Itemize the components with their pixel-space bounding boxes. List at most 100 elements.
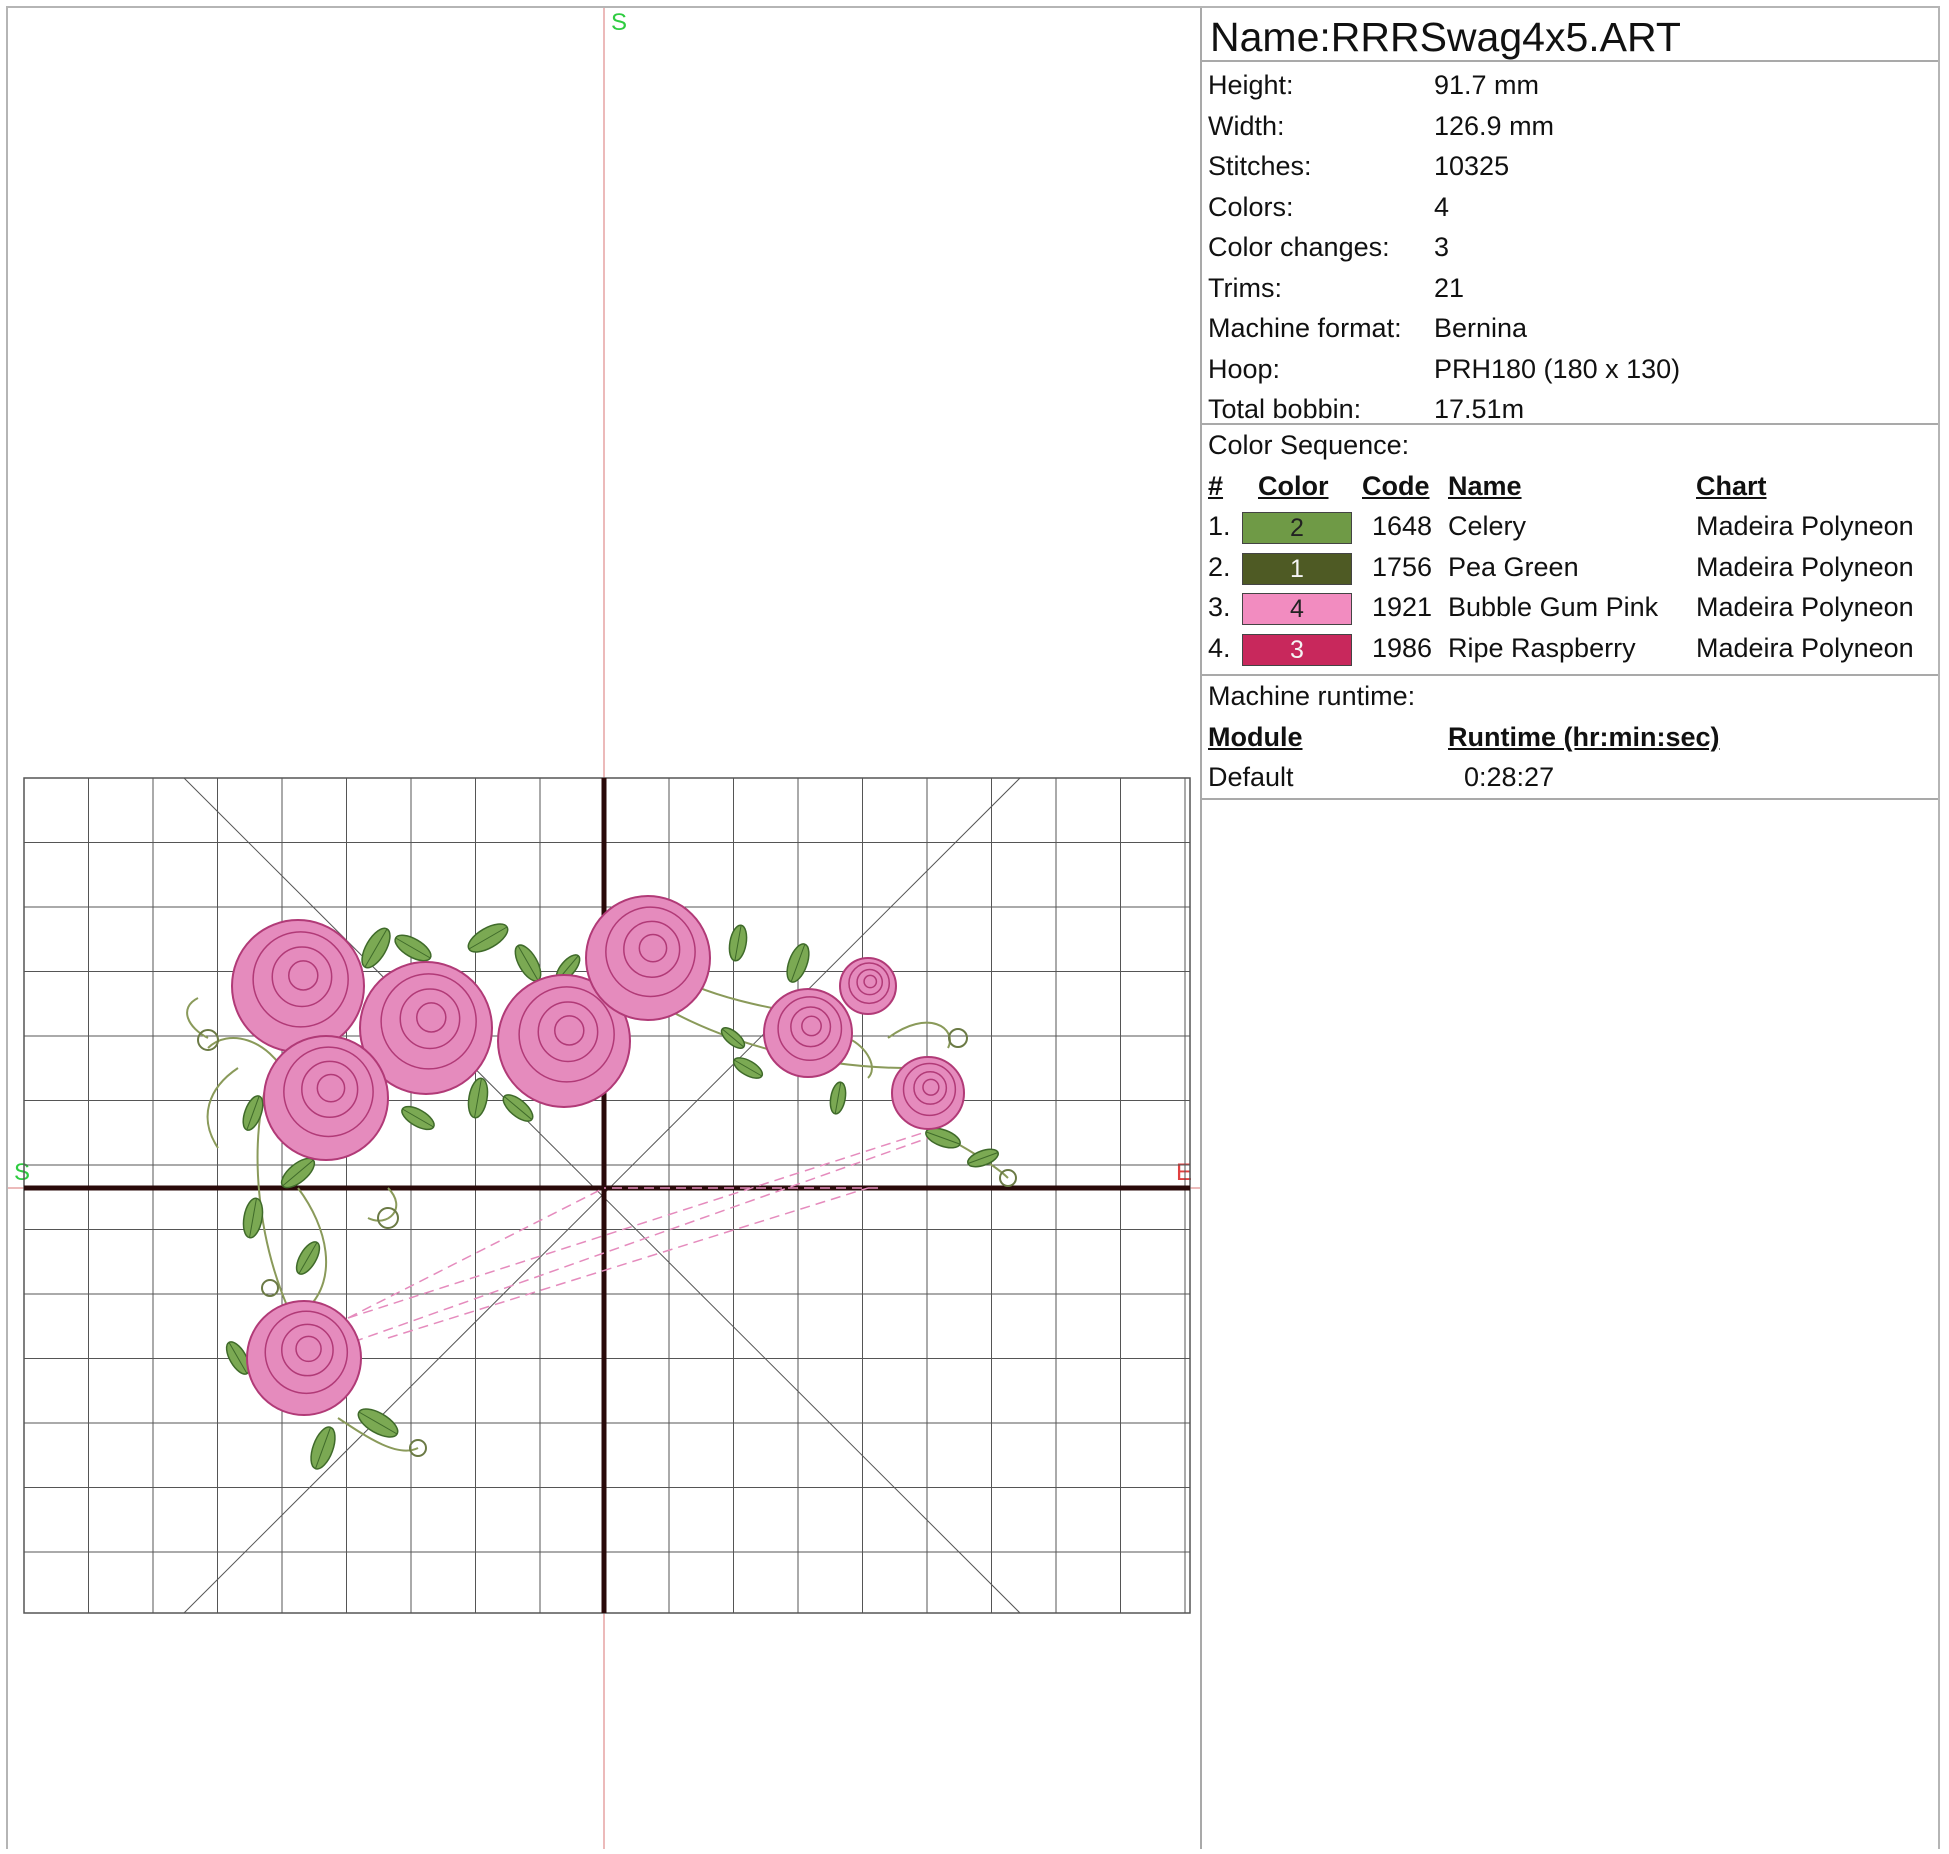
color-row-code: 1986 <box>1372 632 1433 663</box>
rose-center <box>316 1073 346 1103</box>
rose-petal-ring <box>281 1323 334 1377</box>
stat-label: Colors: <box>1208 191 1294 222</box>
rose-icon <box>246 1300 362 1416</box>
color-row-chart: Madeira Polyneon <box>1696 551 1914 582</box>
vine-stem <box>186 997 209 1039</box>
jump-stitch-lines <box>307 1127 939 1359</box>
color-swatch: 2 <box>1242 512 1352 544</box>
leaf-vein <box>282 1159 314 1187</box>
rose-petal-ring <box>623 920 681 978</box>
rose-icon <box>497 974 631 1108</box>
jump-stitch <box>387 1187 869 1339</box>
rose-petal-ring <box>790 1006 832 1048</box>
leaf-vein <box>298 1242 318 1274</box>
rose-petal-ring <box>380 973 477 1070</box>
color-row-name: Celery <box>1448 511 1527 541</box>
leaf-icon <box>361 927 391 969</box>
divider-line <box>1202 423 1938 425</box>
color-row-chart: Madeira Polyneon <box>1696 511 1914 541</box>
rose-icon <box>763 988 853 1078</box>
rose-petal-ring <box>537 1001 599 1063</box>
leaf-vein <box>364 928 388 968</box>
stat-label: Color changes: <box>1208 232 1390 262</box>
rose-center <box>288 960 319 991</box>
divider-line <box>1202 60 1938 62</box>
rose-petal-ring <box>264 1310 349 1395</box>
rose-petal-ring <box>252 931 349 1028</box>
runtime-value: 0:28:27 <box>1464 762 1555 792</box>
leaf-vein <box>734 925 742 961</box>
leaf-group <box>225 923 999 1470</box>
leaf-vein <box>246 1095 260 1131</box>
leaf-vein <box>249 1198 257 1238</box>
rose-center <box>554 1015 585 1046</box>
col-header-runtime: Runtime (hr:min:sec) <box>1448 722 1720 752</box>
rose-petal-ring <box>271 946 333 1008</box>
leaf-vein <box>790 944 806 982</box>
stat-value: 3 <box>1434 232 1450 262</box>
rose-petal-ring <box>518 986 615 1083</box>
leaf-vein <box>358 1411 398 1435</box>
rose-center <box>416 1002 447 1033</box>
rose-petal-outer <box>839 957 897 1015</box>
stat-value: 10325 <box>1434 151 1510 181</box>
leaf-icon <box>967 1148 999 1168</box>
design-canvas: S S E <box>8 8 1200 1849</box>
vine-stem <box>206 1067 239 1149</box>
rose-petal-ring <box>902 1062 957 1117</box>
stat-value: PRH180 (180 x 130) <box>1434 353 1681 384</box>
vine-stem <box>887 1021 951 1049</box>
rose-icon <box>359 961 493 1095</box>
rose-icon <box>585 895 711 1021</box>
vine-curl <box>377 1207 399 1229</box>
vine-stem <box>847 1037 873 1079</box>
design-name: Name:RRRSwag4x5.ART <box>1210 14 1681 60</box>
color-row-name: Bubble Gum Pink <box>1448 592 1659 622</box>
col-header-name: Name <box>1448 471 1522 501</box>
color-swatch: 1 <box>1242 552 1352 585</box>
rose-center <box>801 1015 822 1037</box>
stat-label: Width: <box>1208 110 1285 141</box>
vine-curl <box>948 1028 968 1048</box>
rose-petal-outer <box>246 1300 362 1416</box>
hoop-border <box>23 777 1191 1614</box>
leaf-icon <box>280 1157 316 1189</box>
rose-icon <box>839 957 897 1015</box>
leaf-icon <box>467 1077 489 1119</box>
leaf-vein <box>395 937 431 959</box>
rose-petal-outer <box>359 961 493 1095</box>
leaf-icon <box>401 1105 435 1131</box>
leaf-icon <box>467 923 509 953</box>
runtime-module: Default <box>1208 762 1294 792</box>
col-header-num: # <box>1208 471 1224 501</box>
rose-petal-ring <box>283 1046 374 1138</box>
vine-stem <box>367 1187 398 1222</box>
leaf-vein <box>503 1096 533 1120</box>
page-frame <box>6 6 1940 1849</box>
vine-curl <box>197 1029 219 1051</box>
leaf-vein <box>228 1342 248 1374</box>
leaf-icon <box>295 1241 321 1275</box>
rose-petal-outer <box>891 1056 965 1130</box>
rose-center <box>638 933 668 963</box>
rose-petal-outer <box>497 974 631 1108</box>
stat-label: Hoop: <box>1208 353 1281 384</box>
color-row-chart: Madeira Polyneon <box>1696 592 1914 622</box>
panel-divider <box>1200 8 1202 1849</box>
jump-stitch <box>347 1127 939 1319</box>
leaf-vein <box>468 926 508 950</box>
leaf-vein <box>315 1427 331 1469</box>
runtime-title: Machine runtime: <box>1208 681 1416 711</box>
color-row-num: 3. <box>1208 592 1231 622</box>
rose-petal-outer <box>763 988 853 1078</box>
leaf-icon <box>502 1094 534 1122</box>
stat-label: Total bobbin: <box>1208 394 1362 424</box>
stat-label: Height: <box>1208 70 1294 100</box>
color-row-num: 1. <box>1208 511 1231 541</box>
leaf-icon <box>225 1341 251 1375</box>
leaf-vein <box>925 1131 961 1145</box>
rose-icon <box>231 919 365 1053</box>
stat-value: Bernina <box>1434 313 1528 343</box>
rose-petal-outer <box>263 1035 389 1161</box>
leaf-icon <box>728 924 748 962</box>
